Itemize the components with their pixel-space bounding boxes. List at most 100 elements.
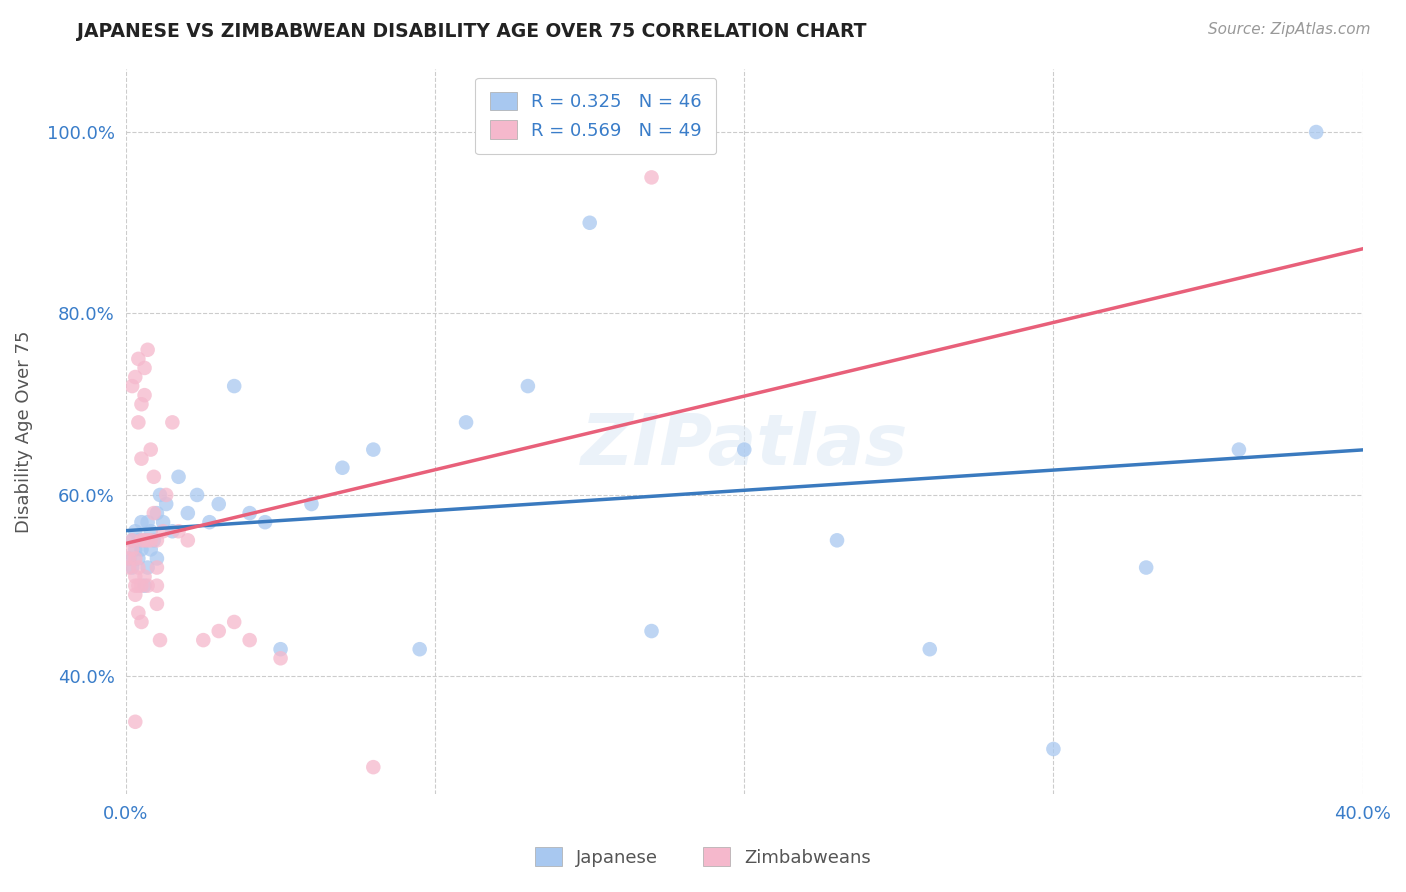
Point: [152, 524, 174, 539]
Point: [136, 560, 159, 574]
Point: [149, 633, 172, 648]
Point: [152, 515, 174, 529]
Point: [162, 416, 184, 430]
Point: [131, 542, 153, 557]
Point: [1135, 560, 1157, 574]
Point: [124, 588, 146, 602]
Point: [146, 551, 169, 566]
Point: [193, 633, 215, 648]
Point: [124, 714, 146, 729]
Point: [134, 388, 156, 402]
Point: [825, 533, 848, 548]
Point: [177, 506, 200, 520]
Point: [146, 506, 169, 520]
Point: [124, 551, 146, 566]
Point: [121, 542, 143, 557]
Point: [134, 360, 156, 375]
Point: [146, 597, 169, 611]
Point: [124, 542, 146, 557]
Point: [131, 515, 153, 529]
Point: [208, 624, 231, 638]
Point: [131, 615, 153, 629]
Point: [136, 515, 159, 529]
Point: [121, 379, 143, 393]
Point: [208, 497, 231, 511]
Point: [121, 533, 143, 548]
Point: [516, 379, 538, 393]
Point: [1227, 442, 1250, 457]
Point: [124, 579, 146, 593]
Point: [363, 760, 385, 774]
Point: [142, 470, 165, 484]
Point: [118, 560, 141, 574]
Point: [121, 533, 143, 548]
Point: [127, 579, 149, 593]
Point: [136, 343, 159, 357]
Point: [139, 542, 162, 557]
Point: [239, 633, 262, 648]
Point: [224, 379, 246, 393]
Text: ZIPatlas: ZIPatlas: [581, 411, 908, 481]
Point: [186, 488, 208, 502]
Point: [332, 460, 354, 475]
Point: [134, 533, 156, 548]
Point: [578, 216, 600, 230]
Point: [127, 533, 149, 548]
Point: [301, 497, 323, 511]
Point: [139, 533, 162, 548]
Point: [127, 606, 149, 620]
Point: [146, 579, 169, 593]
Point: [408, 642, 430, 657]
Text: JAPANESE VS ZIMBABWEAN DISABILITY AGE OVER 75 CORRELATION CHART: JAPANESE VS ZIMBABWEAN DISABILITY AGE OV…: [77, 22, 868, 41]
Point: [124, 370, 146, 384]
Point: [124, 569, 146, 583]
Point: [146, 560, 169, 574]
Y-axis label: Disability Age Over 75: Disability Age Over 75: [15, 330, 32, 533]
Point: [167, 470, 190, 484]
Legend: Japanese, Zimbabweans: Japanese, Zimbabweans: [527, 840, 879, 874]
Point: [136, 579, 159, 593]
Point: [134, 533, 156, 548]
Point: [155, 488, 177, 502]
Point: [136, 533, 159, 548]
Point: [733, 442, 755, 457]
Point: [118, 551, 141, 566]
Text: Source: ZipAtlas.com: Source: ZipAtlas.com: [1208, 22, 1371, 37]
Point: [131, 579, 153, 593]
Point: [124, 524, 146, 539]
Point: [139, 442, 162, 457]
Point: [142, 506, 165, 520]
Point: [131, 397, 153, 411]
Point: [254, 515, 277, 529]
Point: [1042, 742, 1064, 756]
Point: [270, 651, 292, 665]
Point: [198, 515, 221, 529]
Point: [127, 416, 149, 430]
Point: [239, 506, 262, 520]
Point: [146, 533, 169, 548]
Point: [118, 551, 141, 566]
Point: [155, 497, 177, 511]
Point: [131, 533, 153, 548]
Point: [127, 351, 149, 366]
Point: [454, 416, 477, 430]
Point: [177, 533, 200, 548]
Point: [167, 524, 190, 539]
Point: [134, 569, 156, 583]
Point: [139, 524, 162, 539]
Point: [131, 451, 153, 466]
Point: [1305, 125, 1327, 139]
Point: [270, 642, 292, 657]
Point: [224, 615, 246, 629]
Point: [121, 560, 143, 574]
Legend: R = 0.325   N = 46, R = 0.569   N = 49: R = 0.325 N = 46, R = 0.569 N = 49: [475, 78, 717, 154]
Point: [918, 642, 941, 657]
Point: [134, 579, 156, 593]
Point: [640, 624, 662, 638]
Point: [127, 560, 149, 574]
Point: [640, 170, 662, 185]
Point: [149, 488, 172, 502]
Point: [162, 524, 184, 539]
Point: [127, 551, 149, 566]
Point: [363, 442, 385, 457]
